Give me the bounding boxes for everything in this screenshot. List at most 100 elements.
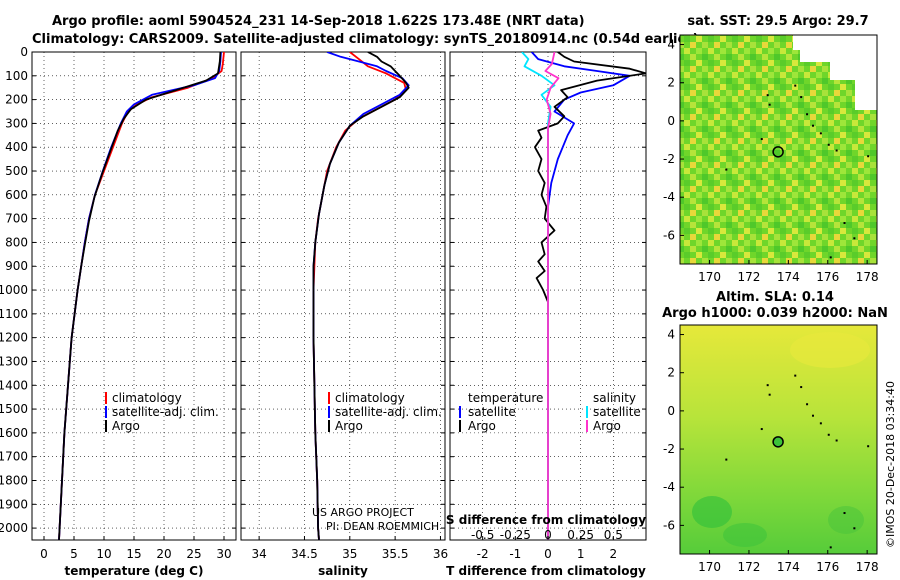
island (853, 237, 856, 240)
sla-islands (725, 374, 870, 549)
tdiff-tick-label: 1 (577, 547, 585, 561)
sla-map-axes: 170 172 174 176 178 4 2 0 -2 -4 -6 (663, 328, 879, 574)
depth-tick-label: 900 (5, 259, 28, 273)
island (827, 143, 830, 146)
salinity-tick-label: 34.5 (291, 547, 318, 561)
island (843, 222, 846, 225)
island (829, 256, 832, 259)
map-lon-label: 174 (777, 270, 800, 284)
legend-satellite: satellite-adj. clim. (335, 405, 442, 419)
series-t-argo (534, 52, 646, 540)
island (853, 527, 856, 530)
depth-tick-label: 1700 (0, 450, 28, 464)
legend-t-satellite: satellite (468, 405, 516, 419)
depth-tick-label: 1500 (0, 402, 28, 416)
depth-tick-label: 300 (5, 116, 28, 130)
island (811, 124, 814, 127)
map-lon-label: 170 (698, 270, 721, 284)
panel-0-series (58, 52, 225, 540)
island (760, 428, 763, 431)
legend-temperature-title: temperature (468, 391, 543, 405)
depth-tick-label: 2000 (0, 521, 28, 535)
island (867, 155, 870, 158)
tdiff-tick-label: -1 (509, 547, 521, 561)
island (811, 414, 814, 417)
temperature-tick-label: 0 (40, 547, 48, 561)
map-lon-label: 176 (816, 270, 839, 284)
depth-tick-label: 700 (5, 212, 28, 226)
depth-tick-label: 1800 (0, 473, 28, 487)
island (768, 103, 771, 106)
legend-satellite: satellite-adj. clim. (112, 405, 219, 419)
tdiff-tick-label: 2 (610, 547, 618, 561)
map-lat-label: -6 (663, 228, 675, 242)
sst-map-missing-data (793, 35, 877, 110)
island (760, 138, 763, 141)
tdiff-xlabel: T difference from climatology (446, 564, 646, 578)
island (819, 422, 822, 425)
map-lat-label: 4 (667, 38, 675, 52)
sdiff-tick-label: 0.5 (604, 528, 623, 542)
map-lat-label: 4 (667, 328, 675, 342)
island (794, 84, 797, 87)
map-lat-label: 2 (667, 366, 675, 380)
panel-2-series (521, 52, 646, 540)
temperature-tick-label: 20 (156, 547, 171, 561)
island (829, 546, 832, 549)
sla-map-title: Altim. SLA: 0.14 (716, 290, 834, 305)
legend-s-satellite: satellite (593, 405, 641, 419)
island (827, 433, 830, 436)
legend-climatology: climatology (335, 391, 405, 405)
depth-tick-label: 1600 (0, 426, 28, 440)
temperature-legend: climatology satellite-adj. clim. Argo (105, 391, 219, 433)
island (766, 384, 769, 387)
title-line-2: Climatology: CARS2009. Satellite-adjuste… (32, 32, 699, 47)
sla-map-high (790, 332, 870, 368)
sla-map-low (828, 506, 864, 534)
salinity-tick-label: 36 (433, 547, 448, 561)
map-lat-label: -4 (663, 190, 675, 204)
sdiff-tick-label: -0.5 (471, 528, 494, 542)
credit-line-1: US ARGO PROJECT (312, 506, 414, 519)
tdiff-tick-label: 0 (544, 547, 552, 561)
temperature-tick-label: 30 (216, 547, 231, 561)
island (806, 403, 809, 406)
salinity-tick-label: 34 (251, 547, 266, 561)
profile-lines (58, 52, 646, 540)
map-lon-label: 172 (737, 560, 760, 574)
depth-tick-label: 1000 (0, 283, 28, 297)
island (725, 168, 728, 171)
map-lat-label: 0 (667, 114, 675, 128)
island (768, 393, 771, 396)
temperature-tick-label: 25 (186, 547, 201, 561)
island (806, 113, 809, 116)
series-argo (312, 52, 410, 540)
map-lat-label: -2 (663, 442, 675, 456)
depth-tick-label: 1300 (0, 354, 28, 368)
title-line-1: Argo profile: aoml 5904524_231 14-Sep-20… (52, 14, 585, 29)
depth-tick-label: 100 (5, 69, 28, 83)
island (819, 132, 822, 135)
depth-tick-label: 1200 (0, 331, 28, 345)
sdiff-tick-label: 0 (544, 528, 552, 542)
series-argo (58, 52, 222, 540)
salinity-xlabel: salinity (318, 564, 368, 578)
map-lat-label: 0 (667, 404, 675, 418)
salinity-panel (240, 51, 446, 541)
sst-argo-position (772, 146, 784, 158)
legend-s-argo: Argo (593, 419, 621, 433)
credit-line-2: PI: DEAN ROEMMICH (326, 520, 439, 533)
map-lat-label: -4 (663, 480, 675, 494)
legend-salinity-title: salinity (593, 391, 636, 405)
island (835, 149, 838, 152)
depth-tick-label: 200 (5, 93, 28, 107)
series-s-argo (544, 52, 560, 540)
sdiff-tick-label: 0.25 (567, 528, 594, 542)
depth-tick-label: 800 (5, 235, 28, 249)
island (800, 386, 803, 389)
imos-watermark: ©IMOS 20-Dec-2018 03:34:40 (884, 381, 897, 548)
temperature-xlabel: temperature (deg C) (65, 564, 204, 578)
map-lat-label: -6 (663, 518, 675, 532)
sdiff-xlabel: S difference from climatology (446, 513, 646, 527)
